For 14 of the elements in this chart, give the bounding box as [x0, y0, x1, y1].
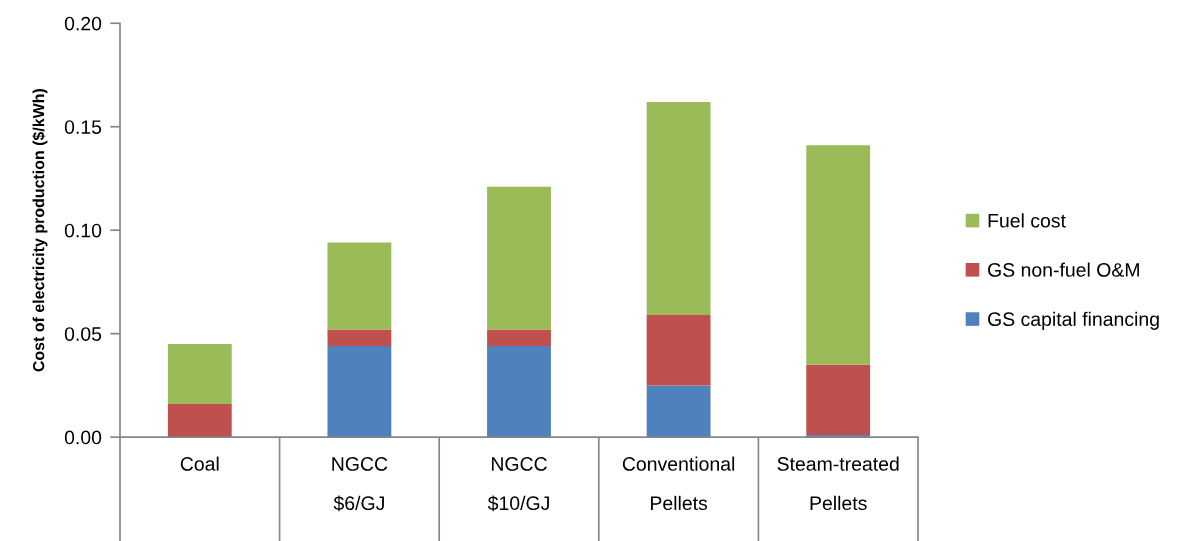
category-label: NGCC $10/GJ [487, 457, 549, 512]
legend-label: GS capital financing [988, 311, 1159, 330]
y-tick-label: 0.20 [64, 16, 102, 31]
legend-label: GS non-fuel O&M [988, 262, 1139, 277]
category-label: Steam-treated Pellets [777, 456, 899, 511]
y-axis-title: Cost of electricity production ($/kWh) [32, 89, 48, 372]
y-tick-label: 0.00 [64, 430, 102, 445]
x-tick-label: Coal [180, 456, 219, 471]
category-label: NGCC $6/GJ [332, 457, 388, 512]
y-tick-label: 0.05 [64, 327, 102, 341]
y-tick-label: 0.15 [64, 120, 102, 134]
legend-label: Fuel cost [988, 213, 1066, 228]
category-label: Conventional Pellets [622, 456, 735, 511]
y-tick-label: 0.10 [64, 223, 102, 238]
